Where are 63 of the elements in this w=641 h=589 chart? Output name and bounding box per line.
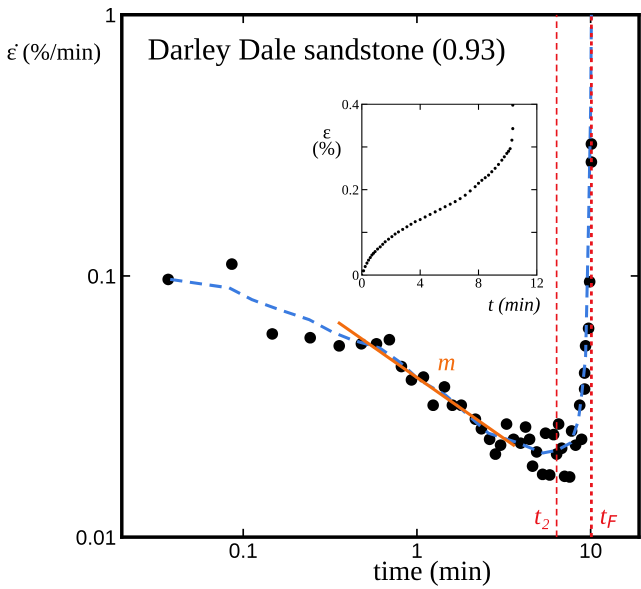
point bbox=[424, 215, 427, 219]
series-label: m bbox=[438, 358, 455, 370]
point bbox=[502, 155, 506, 158]
point bbox=[409, 222, 413, 226]
x-axis-title: time (min) bbox=[373, 560, 490, 586]
point bbox=[474, 185, 477, 188]
point bbox=[434, 210, 437, 214]
point bbox=[390, 235, 394, 238]
point bbox=[414, 220, 417, 224]
point bbox=[428, 212, 432, 216]
x-tick-label: 12 bbox=[531, 278, 544, 288]
text: Darley Dale sandstone (0.93) bbox=[148, 38, 504, 66]
y-axis-title: ε̇ (%/min) bbox=[8, 43, 100, 65]
point bbox=[496, 162, 500, 166]
x-tick-label: 0.1 bbox=[230, 543, 257, 558]
point bbox=[511, 127, 514, 130]
x-tick-label: 1 bbox=[412, 543, 422, 558]
point bbox=[381, 242, 384, 246]
point bbox=[505, 152, 508, 155]
point bbox=[500, 158, 504, 162]
y-tick-label: 0 bbox=[352, 270, 359, 280]
point bbox=[454, 200, 457, 204]
x-tick-label: 4 bbox=[416, 278, 424, 288]
point bbox=[368, 256, 372, 260]
point bbox=[480, 178, 484, 182]
point bbox=[464, 194, 467, 197]
ref-line-label: t$_{F}$ bbox=[600, 510, 618, 528]
point bbox=[490, 170, 494, 174]
point bbox=[444, 205, 447, 208]
point bbox=[508, 147, 512, 150]
point bbox=[394, 232, 397, 236]
point bbox=[494, 166, 497, 170]
point bbox=[506, 150, 510, 153]
point bbox=[510, 138, 514, 142]
point bbox=[386, 238, 390, 241]
point bbox=[405, 225, 408, 228]
point bbox=[367, 258, 370, 262]
point bbox=[487, 174, 490, 177]
point bbox=[418, 218, 422, 222]
x-axis-title: t (min) bbox=[488, 297, 540, 315]
point bbox=[396, 230, 400, 234]
point bbox=[458, 197, 462, 200]
point bbox=[362, 269, 366, 272]
x-tick-label: 8 bbox=[476, 278, 482, 288]
point bbox=[378, 245, 382, 248]
point bbox=[448, 202, 452, 206]
point bbox=[376, 247, 380, 251]
y-axis-title: ε (%) bbox=[313, 129, 341, 159]
point bbox=[401, 228, 404, 231]
point bbox=[484, 176, 487, 180]
x-tick-label: 10 bbox=[580, 543, 602, 558]
y-tick-label: 0.4 bbox=[342, 100, 359, 110]
point bbox=[384, 240, 387, 244]
y-tick-label: 0.2 bbox=[342, 185, 358, 195]
y-tick-label: 1 bbox=[106, 8, 116, 22]
point bbox=[364, 264, 367, 268]
ref-line-label: t₂ bbox=[535, 510, 550, 530]
point bbox=[511, 104, 514, 107]
point bbox=[365, 262, 368, 265]
y-tick-label: 0.01 bbox=[76, 530, 116, 545]
point bbox=[438, 208, 442, 211]
point bbox=[476, 182, 480, 185]
point bbox=[468, 189, 472, 192]
